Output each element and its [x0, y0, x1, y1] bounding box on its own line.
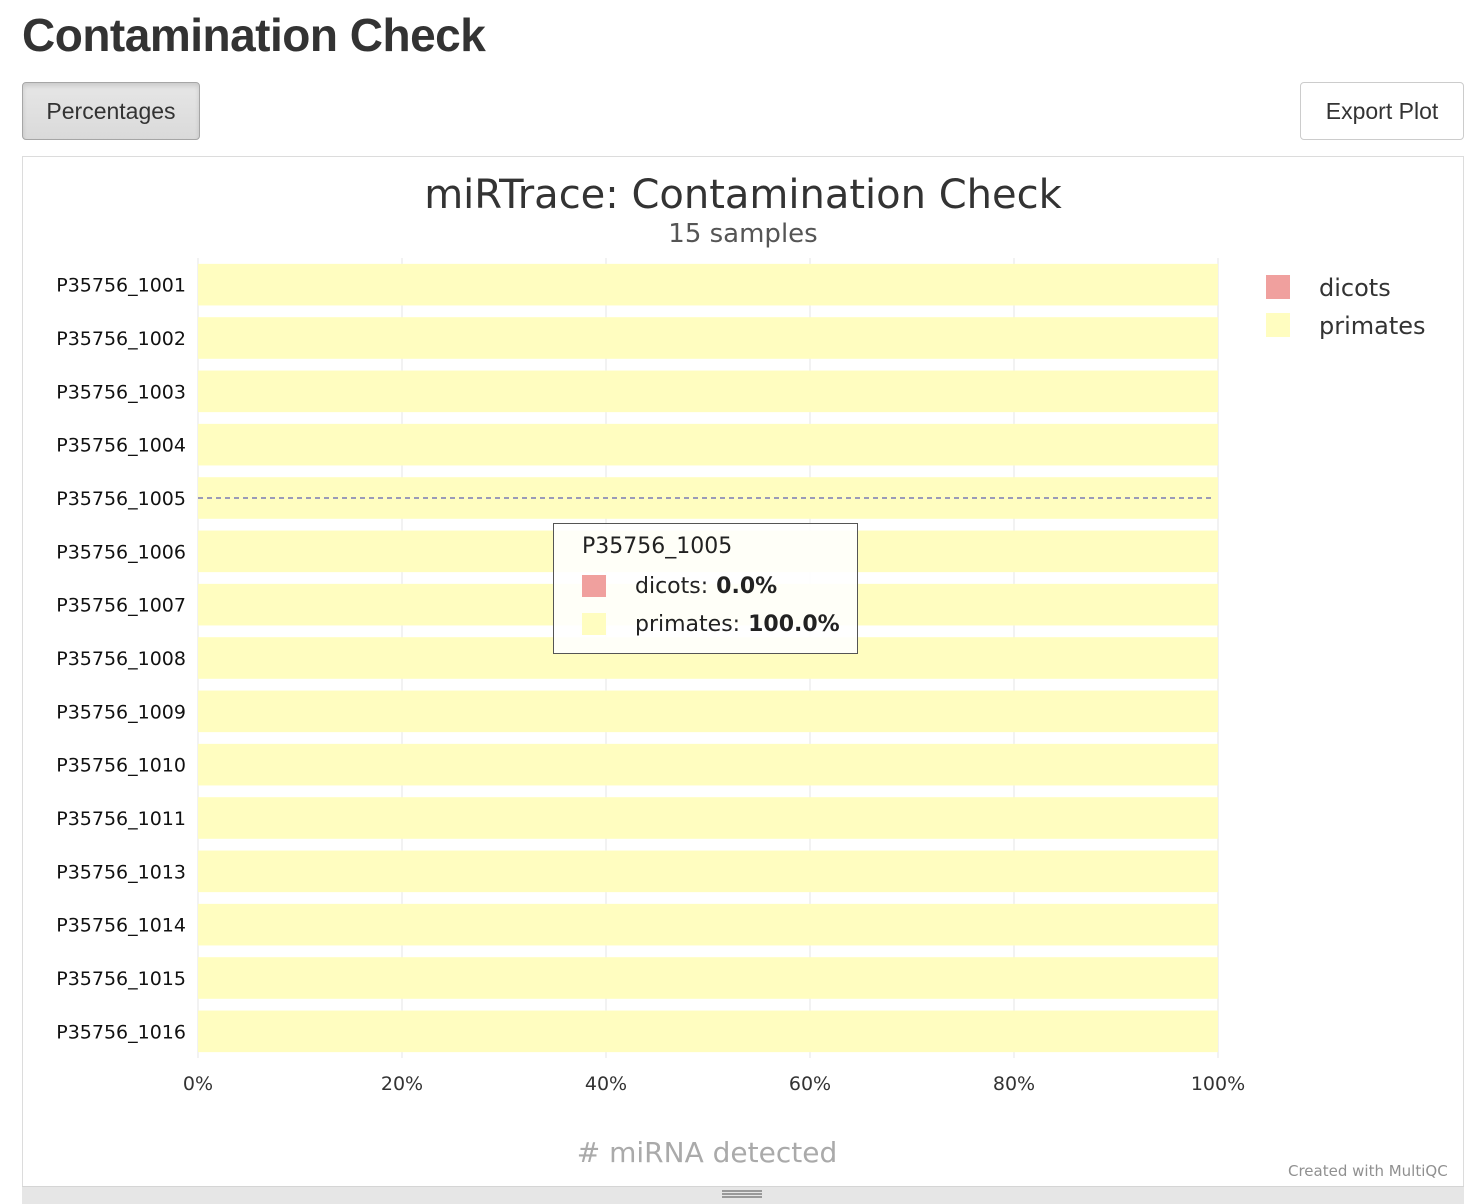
legend-swatch-dicots	[1266, 275, 1290, 299]
y-tick-label: P35756_1007	[56, 595, 186, 617]
bar-primates[interactable]	[198, 423, 1218, 466]
bar-primates[interactable]	[198, 797, 1218, 839]
tooltip-label-dicots: dicots:	[635, 573, 709, 599]
percentages-button[interactable]: Percentages	[22, 82, 200, 140]
tooltip-sample: P35756_1005	[582, 534, 733, 559]
bars-group	[198, 263, 1218, 1053]
bar-primates[interactable]	[198, 903, 1218, 946]
page-title: Contamination Check	[22, 9, 486, 61]
legend-swatch-primates	[1266, 313, 1290, 337]
bar-primates[interactable]	[198, 317, 1218, 359]
hover-tooltip: P35756_1005 dicots: 0.0% primates: 100.0…	[553, 523, 858, 654]
y-tick-label: P35756_1005	[56, 488, 186, 510]
tooltip-value-primates: 100.0%	[748, 611, 840, 637]
y-tick-label: P35756_1010	[56, 755, 186, 777]
bar-primates[interactable]	[198, 743, 1218, 786]
tooltip-swatch-primates	[582, 613, 606, 635]
legend: dicots primates	[1266, 274, 1426, 340]
y-tick-label: P35756_1016	[56, 1021, 186, 1043]
y-tick-label: P35756_1011	[56, 808, 186, 830]
y-tick-label: P35756_1002	[56, 328, 186, 350]
tooltip-label-primates: primates:	[635, 611, 741, 637]
tooltip-swatch-dicots	[582, 575, 606, 597]
x-tick-label: 80%	[993, 1073, 1035, 1095]
y-tick-label: P35756_1009	[56, 701, 186, 723]
y-tick-label: P35756_1015	[56, 968, 186, 990]
plot-resize-handle[interactable]	[22, 1186, 1464, 1204]
y-tick-label: P35756_1001	[56, 275, 186, 297]
tooltip-row-primates: primates: 100.0%	[582, 605, 857, 643]
chart-subtitle: 15 samples	[668, 219, 817, 249]
legend-label-dicots[interactable]: dicots	[1319, 274, 1391, 302]
y-tick-label: P35756_1004	[56, 435, 186, 457]
x-tick-label: 40%	[585, 1073, 627, 1095]
grip-icon	[722, 1190, 762, 1198]
x-axis-title: # miRNA detected	[577, 1136, 837, 1169]
bar-primates[interactable]	[198, 690, 1218, 733]
x-tick-label: 60%	[789, 1073, 831, 1095]
bar-primates[interactable]	[198, 370, 1218, 413]
x-axis-labels: 0% 20% 40% 60% 80% 100%	[183, 1073, 1245, 1095]
tooltip-value-dicots: 0.0%	[716, 573, 778, 599]
x-tick-label: 100%	[1191, 1073, 1245, 1095]
chart-title: miRTrace: Contamination Check	[424, 172, 1062, 218]
bar-primates[interactable]	[198, 957, 1218, 999]
bar-primates[interactable]	[198, 1010, 1218, 1053]
credit-link[interactable]: Created with MultiQC	[1288, 1162, 1448, 1180]
x-tick-label: 0%	[183, 1073, 213, 1095]
y-tick-label: P35756_1003	[56, 381, 186, 403]
y-axis-labels: P35756_1001 P35756_1002 P35756_1003 P35756_…	[56, 275, 186, 1044]
x-tick-label: 20%	[381, 1073, 423, 1095]
bar-primates[interactable]	[198, 850, 1218, 893]
y-tick-label: P35756_1008	[56, 648, 186, 670]
legend-label-primates[interactable]: primates	[1319, 312, 1426, 340]
bar-primates[interactable]	[198, 263, 1218, 306]
y-tick-label: P35756_1014	[56, 915, 186, 937]
y-tick-label: P35756_1006	[56, 541, 186, 563]
y-tick-label: P35756_1013	[56, 861, 186, 883]
export-plot-button[interactable]: Export Plot	[1300, 82, 1464, 140]
tooltip-row-dicots: dicots: 0.0%	[582, 567, 857, 605]
